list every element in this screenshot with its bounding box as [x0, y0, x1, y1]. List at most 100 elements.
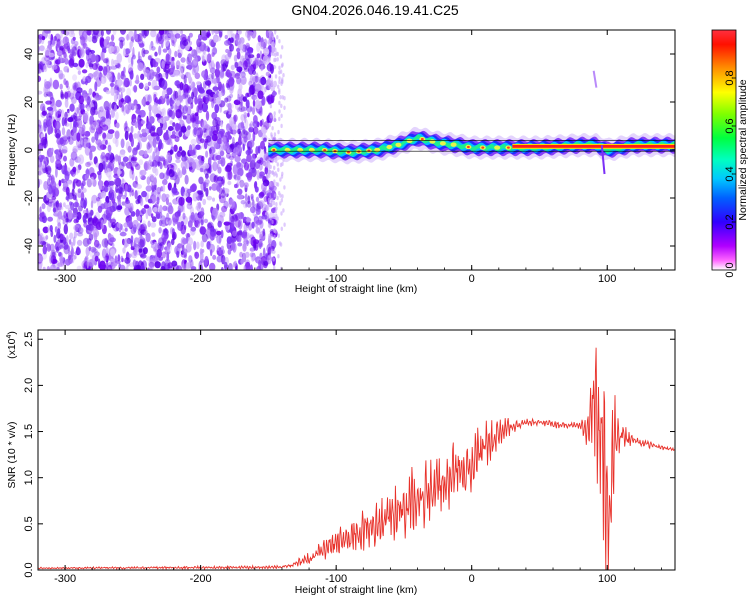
noise-speckle	[171, 213, 179, 223]
spectrogram-y-tick-label: -20	[23, 190, 35, 206]
noise-speckle	[138, 210, 145, 217]
noise-speckle	[99, 110, 107, 119]
noise-speckle	[178, 146, 183, 152]
noise-speckle	[139, 33, 143, 44]
noise-speckle	[41, 203, 46, 210]
noise-speckle	[119, 187, 124, 195]
noise-speckle	[269, 181, 272, 186]
noise-speckle	[230, 64, 235, 71]
noise-speckle	[70, 241, 74, 249]
noise-speckle	[62, 36, 70, 46]
noise-speckle	[81, 69, 88, 74]
noise-speckle	[79, 137, 85, 148]
noise-speckle	[136, 216, 142, 221]
noise-speckle	[101, 248, 107, 259]
noise-speckle	[208, 38, 214, 47]
noise-speckle	[259, 77, 266, 85]
noise-speckle	[109, 187, 113, 194]
noise-speckle	[223, 110, 230, 115]
noise-speckle	[119, 149, 126, 155]
noise-speckle	[115, 122, 120, 129]
noise-speckle	[267, 197, 271, 203]
noise-speckle	[176, 210, 181, 217]
noise-speckle	[260, 65, 264, 72]
noise-speckle	[72, 194, 77, 201]
noise-speckle	[240, 75, 247, 86]
colorbar-tick-label: 0.2	[724, 214, 736, 229]
noise-speckle	[178, 104, 184, 115]
noise-speckle	[267, 30, 273, 34]
noise-speckle	[156, 211, 163, 219]
noise-speckle	[254, 83, 262, 93]
noise-speckle	[277, 84, 280, 89]
noise-speckle	[156, 135, 160, 142]
noise-speckle	[227, 30, 233, 38]
noise-speckle	[255, 100, 262, 110]
noise-speckle	[232, 164, 238, 175]
noise-speckle	[57, 237, 61, 244]
noise-speckle	[57, 210, 63, 220]
noise-speckle	[237, 128, 241, 135]
noise-speckle	[40, 155, 45, 160]
noise-speckle	[230, 143, 235, 150]
noise-speckle	[105, 168, 112, 178]
noise-speckle	[233, 54, 238, 62]
noise-speckle	[99, 36, 105, 46]
noise-speckle	[184, 174, 189, 185]
noise-speckle	[273, 115, 276, 120]
noise-speckle	[130, 137, 134, 148]
noise-speckle	[263, 154, 267, 163]
noise-speckle	[68, 250, 72, 261]
noise-speckle	[209, 186, 212, 191]
noise-speckle	[93, 70, 100, 81]
noise-speckle	[263, 137, 267, 142]
noise-speckle	[134, 79, 140, 84]
noise-speckle	[279, 177, 282, 182]
noise-speckle	[59, 242, 64, 248]
noise-speckle	[206, 195, 213, 201]
noise-speckle	[72, 74, 78, 81]
noise-speckle	[212, 208, 219, 217]
noise-speckle	[234, 61, 239, 69]
noise-speckle	[121, 104, 125, 112]
noise-speckle	[45, 100, 52, 105]
noise-speckle	[175, 158, 181, 164]
snr-x-tick-label: 0	[469, 573, 475, 585]
noise-speckle	[173, 69, 181, 76]
noise-speckle	[203, 127, 206, 133]
noise-speckle	[178, 170, 183, 179]
noise-speckle	[150, 30, 157, 38]
noise-speckle	[39, 45, 45, 52]
noise-speckle	[154, 249, 158, 254]
noise-speckle	[151, 79, 158, 91]
noise-speckle	[219, 142, 226, 153]
noise-speckle	[58, 179, 62, 187]
noise-speckle	[76, 118, 83, 129]
noise-speckle	[205, 80, 212, 86]
noise-speckle	[279, 95, 282, 100]
noise-speckle	[115, 205, 123, 210]
noise-speckle	[131, 241, 139, 248]
noise-speckle	[85, 161, 91, 168]
noise-speckle	[206, 53, 212, 64]
noise-speckle	[98, 65, 103, 72]
ridge-blob	[450, 142, 457, 147]
noise-speckle	[186, 202, 193, 210]
noise-speckle	[263, 196, 268, 203]
noise-speckle	[195, 55, 201, 60]
noise-speckle	[243, 60, 248, 70]
noise-speckle	[166, 152, 172, 161]
noise-speckle	[61, 178, 64, 184]
noise-speckle	[274, 47, 277, 53]
noise-speckle	[177, 243, 183, 249]
noise-speckle	[237, 107, 240, 113]
noise-speckle	[187, 53, 193, 63]
noise-speckle	[42, 245, 47, 255]
noise-speckle	[220, 136, 227, 146]
noise-speckle	[280, 113, 283, 119]
noise-speckle	[105, 152, 111, 161]
noise-speckle	[107, 144, 112, 153]
noise-speckle	[127, 253, 132, 259]
noise-speckle	[251, 221, 255, 229]
